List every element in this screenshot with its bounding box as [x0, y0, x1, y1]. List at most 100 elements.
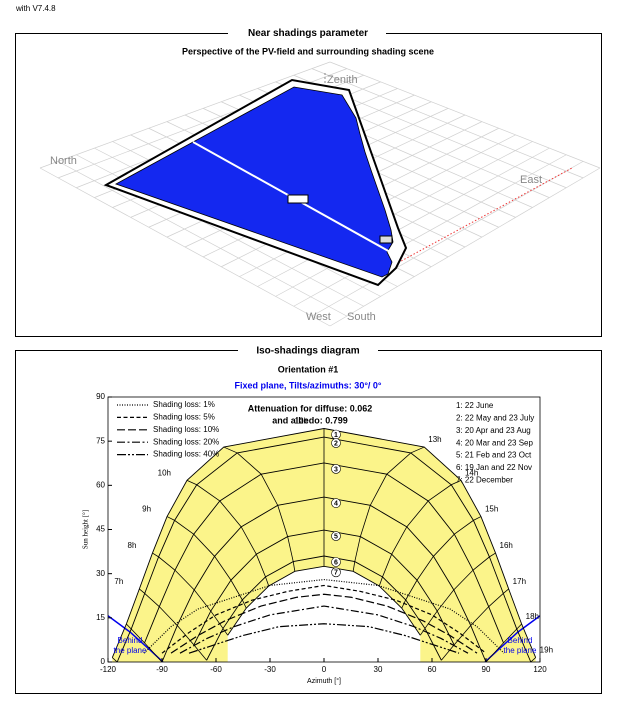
date-legend: 4: 20 Mar and 23 Sep	[456, 438, 533, 447]
y-tick-label: 0	[101, 657, 106, 666]
x-tick-label: 60	[428, 665, 437, 674]
plane-label: Fixed plane, Tilts/azimuths: 30°/ 0°	[234, 380, 381, 390]
x-axis-label: Azimuth [°]	[307, 677, 341, 685]
hour-label: 8h	[128, 541, 137, 550]
legend-label: Shading loss: 10%	[153, 425, 219, 434]
x-tick-label: 120	[533, 665, 547, 674]
hour-label: 18h	[526, 612, 539, 621]
y-tick-label: 60	[96, 480, 105, 489]
grid-line	[257, 141, 533, 287]
curve-number: 5	[334, 533, 338, 540]
annotation: and albedo: 0.799	[272, 415, 348, 425]
hour-line	[139, 588, 207, 661]
grid-line	[329, 167, 601, 327]
date-legend: 1: 22 June	[456, 401, 494, 410]
x-tick-label: 0	[322, 665, 327, 674]
hour-label: 14h	[465, 468, 478, 477]
direction-label: South	[347, 311, 376, 323]
version: with V7.4.8	[15, 4, 56, 13]
y-tick-label: 75	[96, 436, 105, 445]
curve-number: 1	[334, 432, 338, 439]
date-legend: 3: 20 Apr and 23 Aug	[456, 426, 531, 435]
direction-label: North	[50, 155, 77, 167]
hour-label: 7h	[114, 577, 123, 586]
grid-line	[311, 161, 584, 317]
curve-number: 7	[334, 570, 338, 577]
shading-curve	[170, 593, 478, 654]
behind-plane-label: Behind	[508, 636, 533, 645]
chart-subtitle: Orientation #1	[278, 364, 339, 374]
grid-line	[293, 154, 567, 307]
hour-line	[112, 657, 118, 662]
hour-label: 12h	[295, 417, 308, 426]
section-title: Iso-shadings diagram	[256, 346, 359, 357]
direction-label: East	[520, 174, 542, 186]
hour-label: 9h	[142, 505, 151, 514]
grid-line	[329, 61, 601, 169]
x-tick-label: 90	[482, 665, 491, 674]
hour-line	[401, 516, 482, 609]
legend-label: Shading loss: 20%	[153, 437, 219, 446]
y-tick-label: 30	[96, 569, 105, 578]
hour-line	[186, 479, 270, 587]
section-subtitle: Perspective of the PV-field and surround…	[182, 46, 434, 56]
title-bg	[238, 344, 378, 357]
curve-marker	[331, 498, 341, 508]
x-tick-label: -120	[100, 665, 117, 674]
grid-line	[311, 68, 584, 179]
behind-plane-label: the plane	[504, 646, 537, 655]
shading-curve	[179, 605, 469, 654]
curve-marker	[331, 567, 341, 578]
curve-marker	[331, 438, 341, 448]
hour-line	[126, 623, 163, 662]
shading-curve	[188, 623, 460, 654]
direction-label: Zenith	[327, 74, 358, 86]
legend-label: Shading loss: 1%	[153, 400, 215, 409]
y-axis-label: Sun height [°]	[82, 510, 90, 549]
section-title: Near shadings parameter	[248, 28, 368, 39]
hour-line	[166, 516, 247, 609]
pv-field	[115, 86, 394, 278]
x-tick-label: -90	[156, 665, 168, 674]
hour-label: 15h	[485, 505, 498, 514]
curve-number: 6	[334, 559, 338, 566]
x-tick-label: -30	[264, 665, 276, 674]
hour-line	[485, 623, 522, 662]
hour-line	[530, 657, 536, 662]
hour-label: 13h	[428, 435, 441, 444]
curve-number: 2	[334, 440, 338, 447]
x-tick-label: 30	[374, 665, 383, 674]
east-axis	[391, 167, 573, 267]
date-legend: 2: 22 May and 23 July	[456, 414, 534, 423]
hour-label: 17h	[513, 577, 526, 586]
legend-label: Shading loss: 40%	[153, 450, 219, 459]
curve-marker	[331, 464, 341, 474]
behind-plane-label: Behind	[118, 636, 143, 645]
plot-area	[108, 428, 540, 662]
behind-plane-label: the plane	[114, 646, 147, 655]
y-tick-label: 15	[96, 613, 105, 622]
shading-curve	[143, 578, 505, 654]
direction-label: West	[306, 311, 331, 323]
hour-line	[378, 479, 462, 587]
curve-marker	[331, 557, 341, 567]
curve-number: 3	[334, 466, 338, 473]
grid-line	[275, 147, 550, 297]
obstacle	[379, 235, 393, 244]
hour-label: 10h	[158, 468, 171, 477]
y-tick-label: 45	[96, 525, 105, 534]
hour-line	[441, 588, 509, 661]
hour-line	[352, 446, 425, 572]
title-bg	[222, 27, 392, 40]
hour-line	[223, 446, 296, 572]
curve-number: 4	[334, 500, 338, 507]
winter-region	[227, 566, 421, 662]
annotation: Attenuation for diffuse: 0.062	[248, 403, 373, 413]
hour-line	[152, 552, 229, 636]
date-legend: 5: 21 Feb and 23 Oct	[456, 451, 532, 460]
date-legend: 7: 22 December	[456, 476, 513, 485]
obstacle	[287, 194, 309, 204]
y-tick-label: 90	[96, 392, 105, 401]
legend-label: Shading loss: 5%	[153, 413, 215, 422]
curve-marker	[331, 531, 341, 541]
